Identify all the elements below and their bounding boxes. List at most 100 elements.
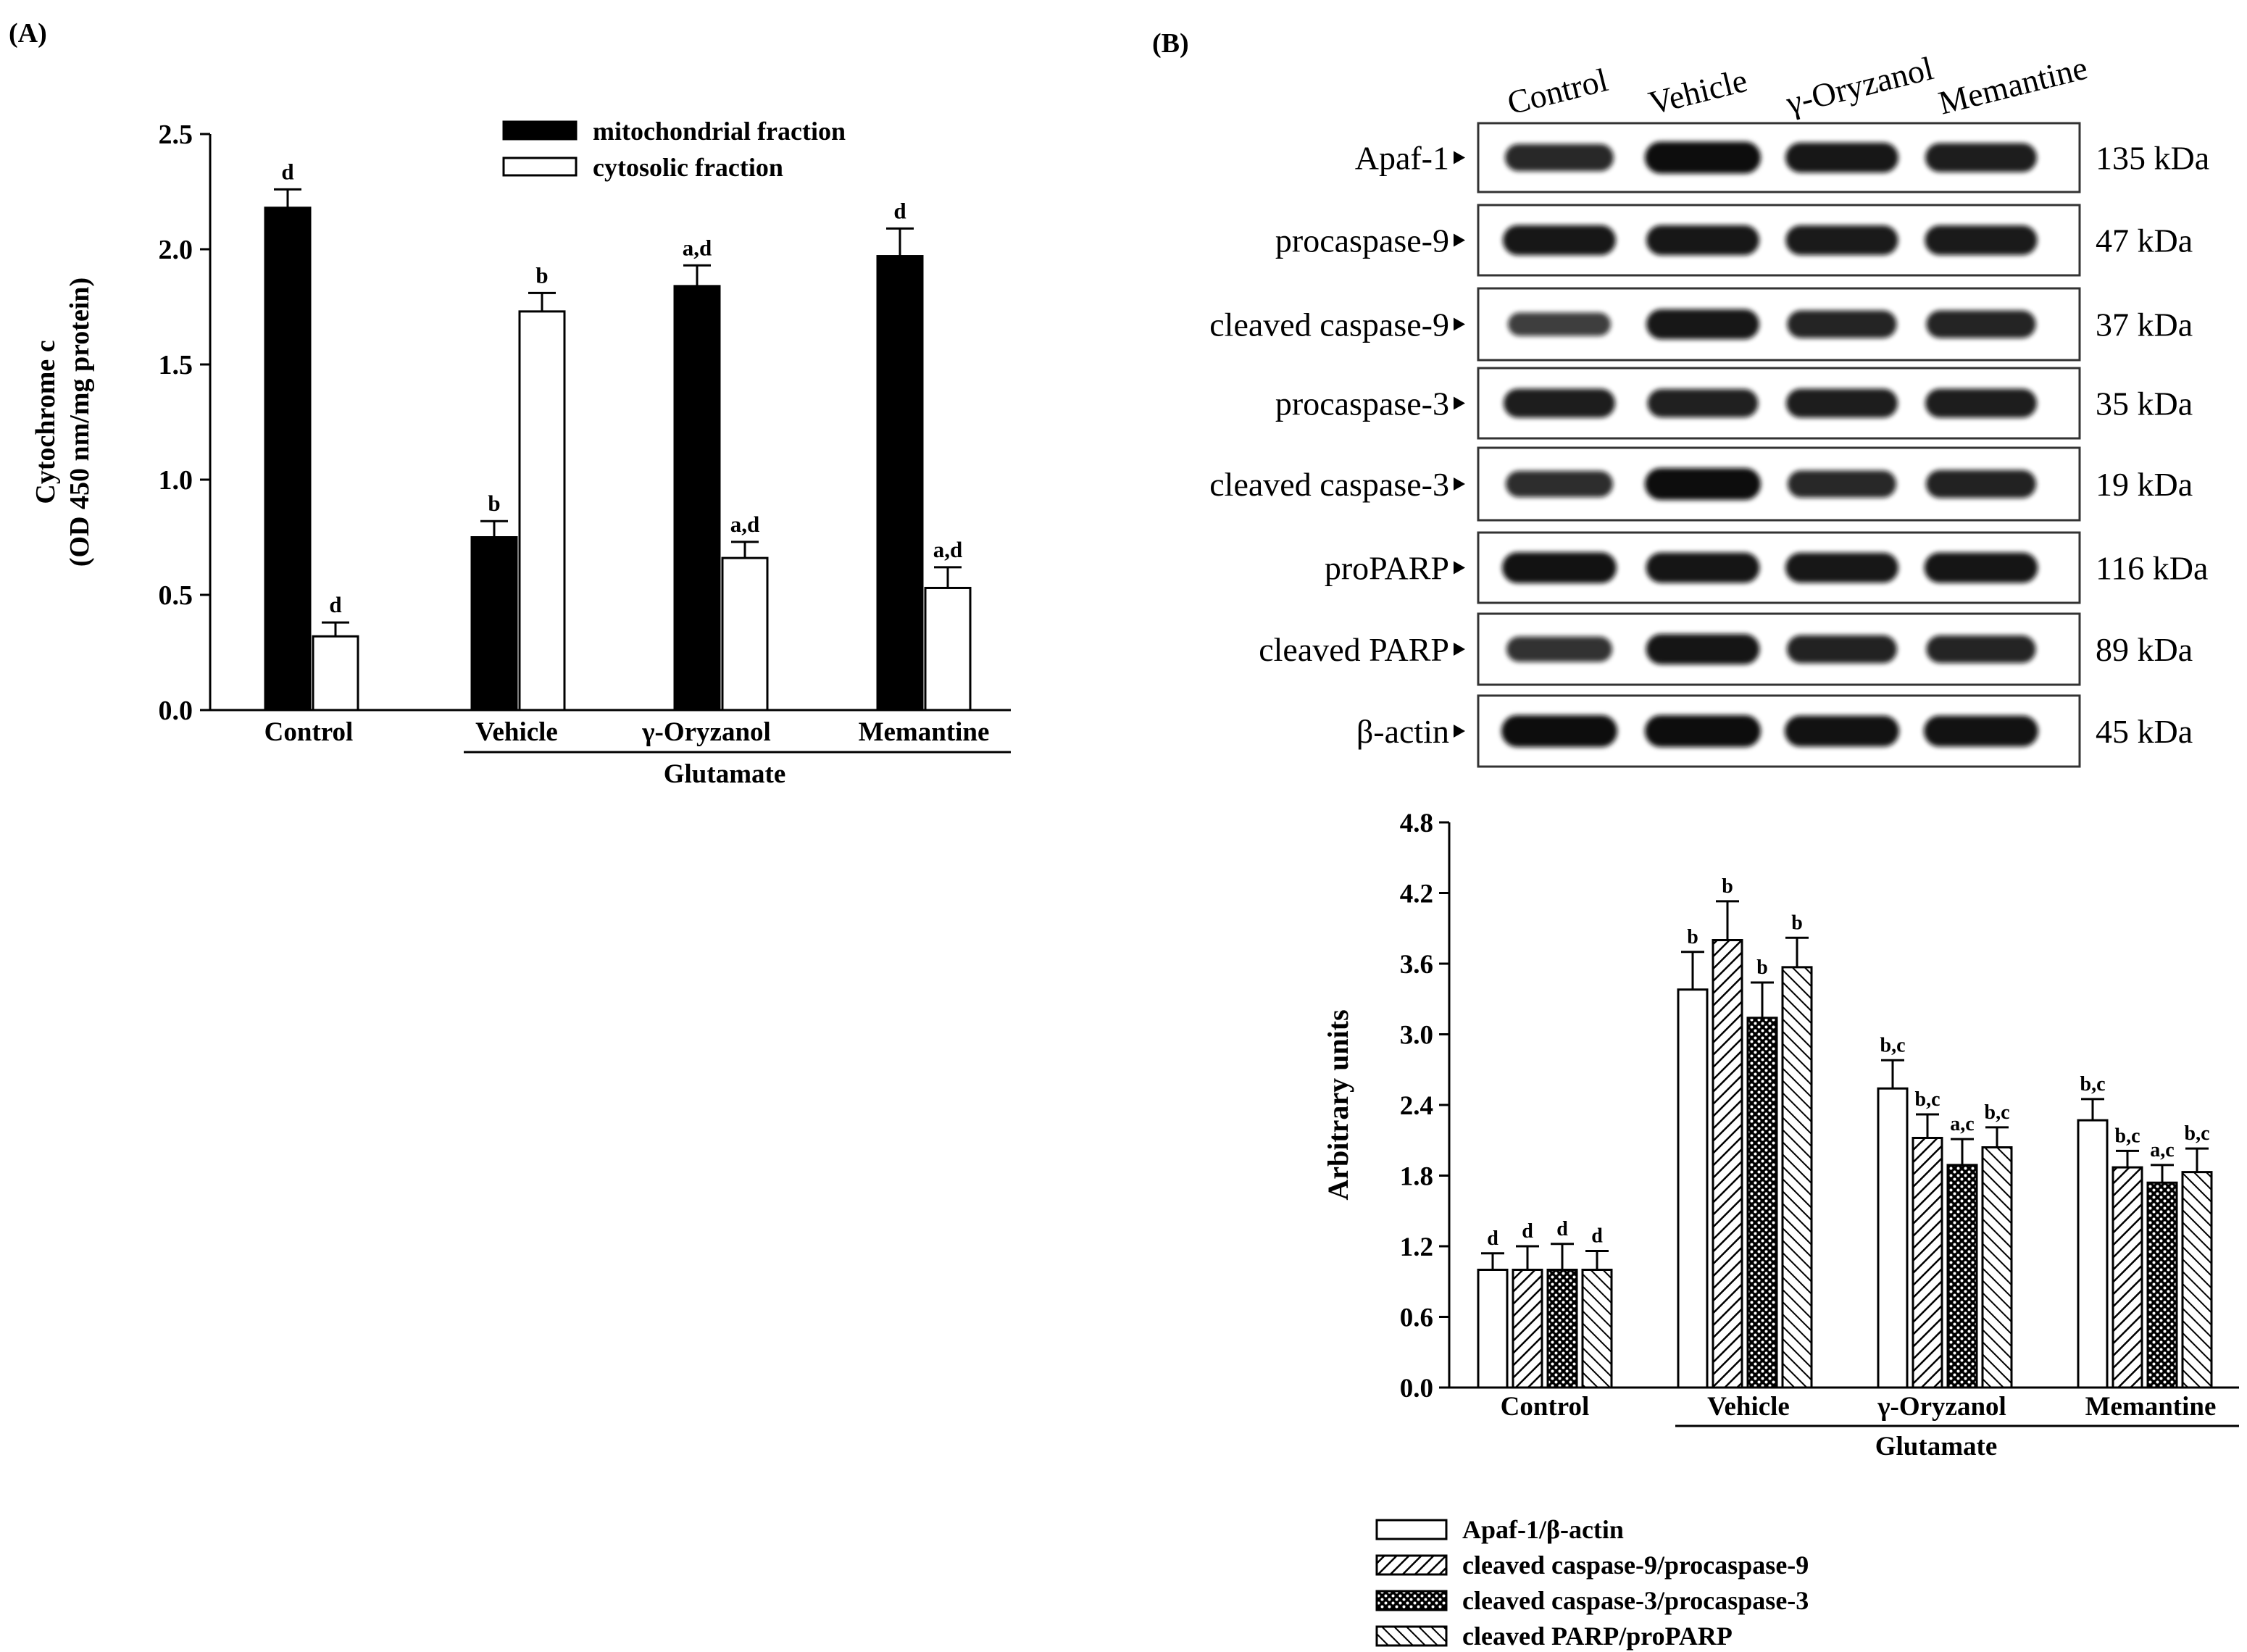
blot-kda-label: 45 kDa [2096, 713, 2193, 750]
bar [1546, 1269, 1578, 1389]
significance-label: b,c [2080, 1073, 2106, 1096]
legend-label: cleaved caspase-9/procaspase-9 [1462, 1551, 1809, 1580]
blot-lane-label: γ-Oryzanol [1782, 49, 1937, 122]
blot-arrow-icon [1454, 317, 1465, 331]
blot-band [1926, 310, 2036, 338]
panel-a-chart: 0.0 0.5 1.0 1.5 2.0 2.5 Cytochrome c (OD 450 nm… [30, 117, 1011, 789]
bar [1912, 1137, 1943, 1389]
blot-row-label: proPARP [1325, 550, 1449, 587]
x-category-label: Memantine [2085, 1392, 2217, 1422]
bar [1677, 988, 1709, 1389]
significance-label: d [1487, 1227, 1498, 1250]
blot-band [1785, 142, 1898, 173]
y-tick-label: 3.6 [1400, 950, 1433, 980]
y-tick-label: 1.0 [159, 465, 193, 496]
x-category-label: Vehicle [475, 717, 558, 747]
significance-label: b,c [1915, 1088, 1940, 1111]
blot-band [1926, 470, 2036, 498]
bar [518, 310, 566, 712]
y-tick-label: 0.0 [1400, 1374, 1433, 1403]
y-tick-label: 0.0 [159, 696, 193, 726]
panel-a-label: (A) [9, 18, 47, 49]
x-category-label: Control [264, 717, 354, 747]
legend-label: cleaved PARP/proPARP [1462, 1622, 1733, 1651]
bar [876, 255, 924, 712]
bar [1877, 1087, 1909, 1389]
blot-arrow-icon [1454, 725, 1465, 738]
blot-band [1786, 388, 1898, 418]
x-category-label: Memantine [859, 717, 990, 747]
legend-swatch [502, 120, 578, 141]
bar [1981, 1146, 2013, 1389]
blot-kda-label: 19 kDa [2096, 466, 2193, 503]
blot-band [1646, 309, 1759, 340]
blot-band [1508, 312, 1611, 336]
bar [1477, 1269, 1509, 1389]
bar [312, 635, 359, 712]
bar [1712, 939, 1743, 1389]
blot-band [1785, 715, 1899, 747]
bar [721, 556, 769, 712]
significance-label: b [1722, 875, 1733, 898]
blot-row-label: cleaved PARP [1259, 631, 1449, 668]
group-label: Glutamate [1875, 1432, 1998, 1461]
bar [264, 206, 312, 712]
blot-band [1925, 388, 2037, 418]
legend-swatch [1375, 1554, 1448, 1576]
y-tick-label: 1.8 [1400, 1162, 1433, 1192]
blot-band [1924, 715, 2038, 747]
blot-band [1502, 552, 1617, 583]
blot-band [1925, 225, 2038, 255]
legend-label: cleaved caspase-3/procaspase-3 [1462, 1586, 1809, 1615]
blot-row-label: procaspase-3 [1275, 385, 1449, 422]
blot-band [1926, 635, 2036, 664]
blot-band [1645, 468, 1761, 500]
blot-arrow-icon [1454, 477, 1465, 491]
blot-kda-label: 35 kDa [2096, 385, 2193, 422]
blot-arrow-icon [1454, 151, 1465, 164]
significance-label: d [1522, 1220, 1533, 1243]
bar [1746, 1017, 1778, 1389]
significance-label: a,c [2150, 1139, 2174, 1161]
significance-label: b [1756, 956, 1768, 979]
y-tick-label: 0.6 [1400, 1303, 1433, 1333]
blot-band [1787, 635, 1897, 664]
blot-band [1506, 470, 1613, 498]
significance-label: d [1591, 1225, 1603, 1248]
y-tick-label: 2.0 [159, 235, 193, 265]
y-tick-label: 2.4 [1400, 1091, 1433, 1121]
legend-label: cytosolic fraction [593, 153, 783, 182]
legend-swatch [502, 157, 578, 177]
blot-arrow-icon [1454, 561, 1465, 575]
blot-band [1785, 225, 1898, 255]
y-tick-label: 4.2 [1400, 880, 1433, 909]
significance-label: b [1791, 911, 1803, 934]
y-axis-title: Arbitrary units [1322, 1009, 1354, 1200]
blot-band [1647, 388, 1759, 418]
bar [1512, 1269, 1543, 1389]
blot-band [1925, 143, 2037, 172]
blot-band [1645, 715, 1761, 747]
significance-label: b [488, 491, 500, 516]
blot-row-label: β-actin [1356, 713, 1449, 750]
significance-label: b,c [2185, 1122, 2210, 1145]
y-tick-label: 2.5 [159, 120, 193, 150]
legend-label: Apaf-1/β-actin [1462, 1515, 1624, 1544]
bar [2146, 1181, 2178, 1389]
blot-lane-label: Vehicle [1645, 62, 1751, 122]
blot-arrow-icon [1454, 396, 1465, 410]
blot-kda-label: 135 kDa [2096, 140, 2209, 177]
significance-label: a,d [683, 235, 712, 260]
blot-kda-label: 89 kDa [2096, 631, 2193, 668]
blot-row-label: cleaved caspase-9 [1209, 306, 1449, 343]
blot-band [1505, 143, 1614, 172]
x-category-label: γ-Oryzanol [641, 717, 771, 747]
blot-band [1646, 634, 1760, 664]
significance-label: b [1687, 926, 1698, 948]
legend-label: mitochondrial fraction [593, 117, 846, 146]
blot-band [1504, 388, 1615, 418]
blot-band [1645, 141, 1761, 174]
significance-label: d [1556, 1218, 1568, 1240]
blot-kda-label: 37 kDa [2096, 306, 2193, 343]
